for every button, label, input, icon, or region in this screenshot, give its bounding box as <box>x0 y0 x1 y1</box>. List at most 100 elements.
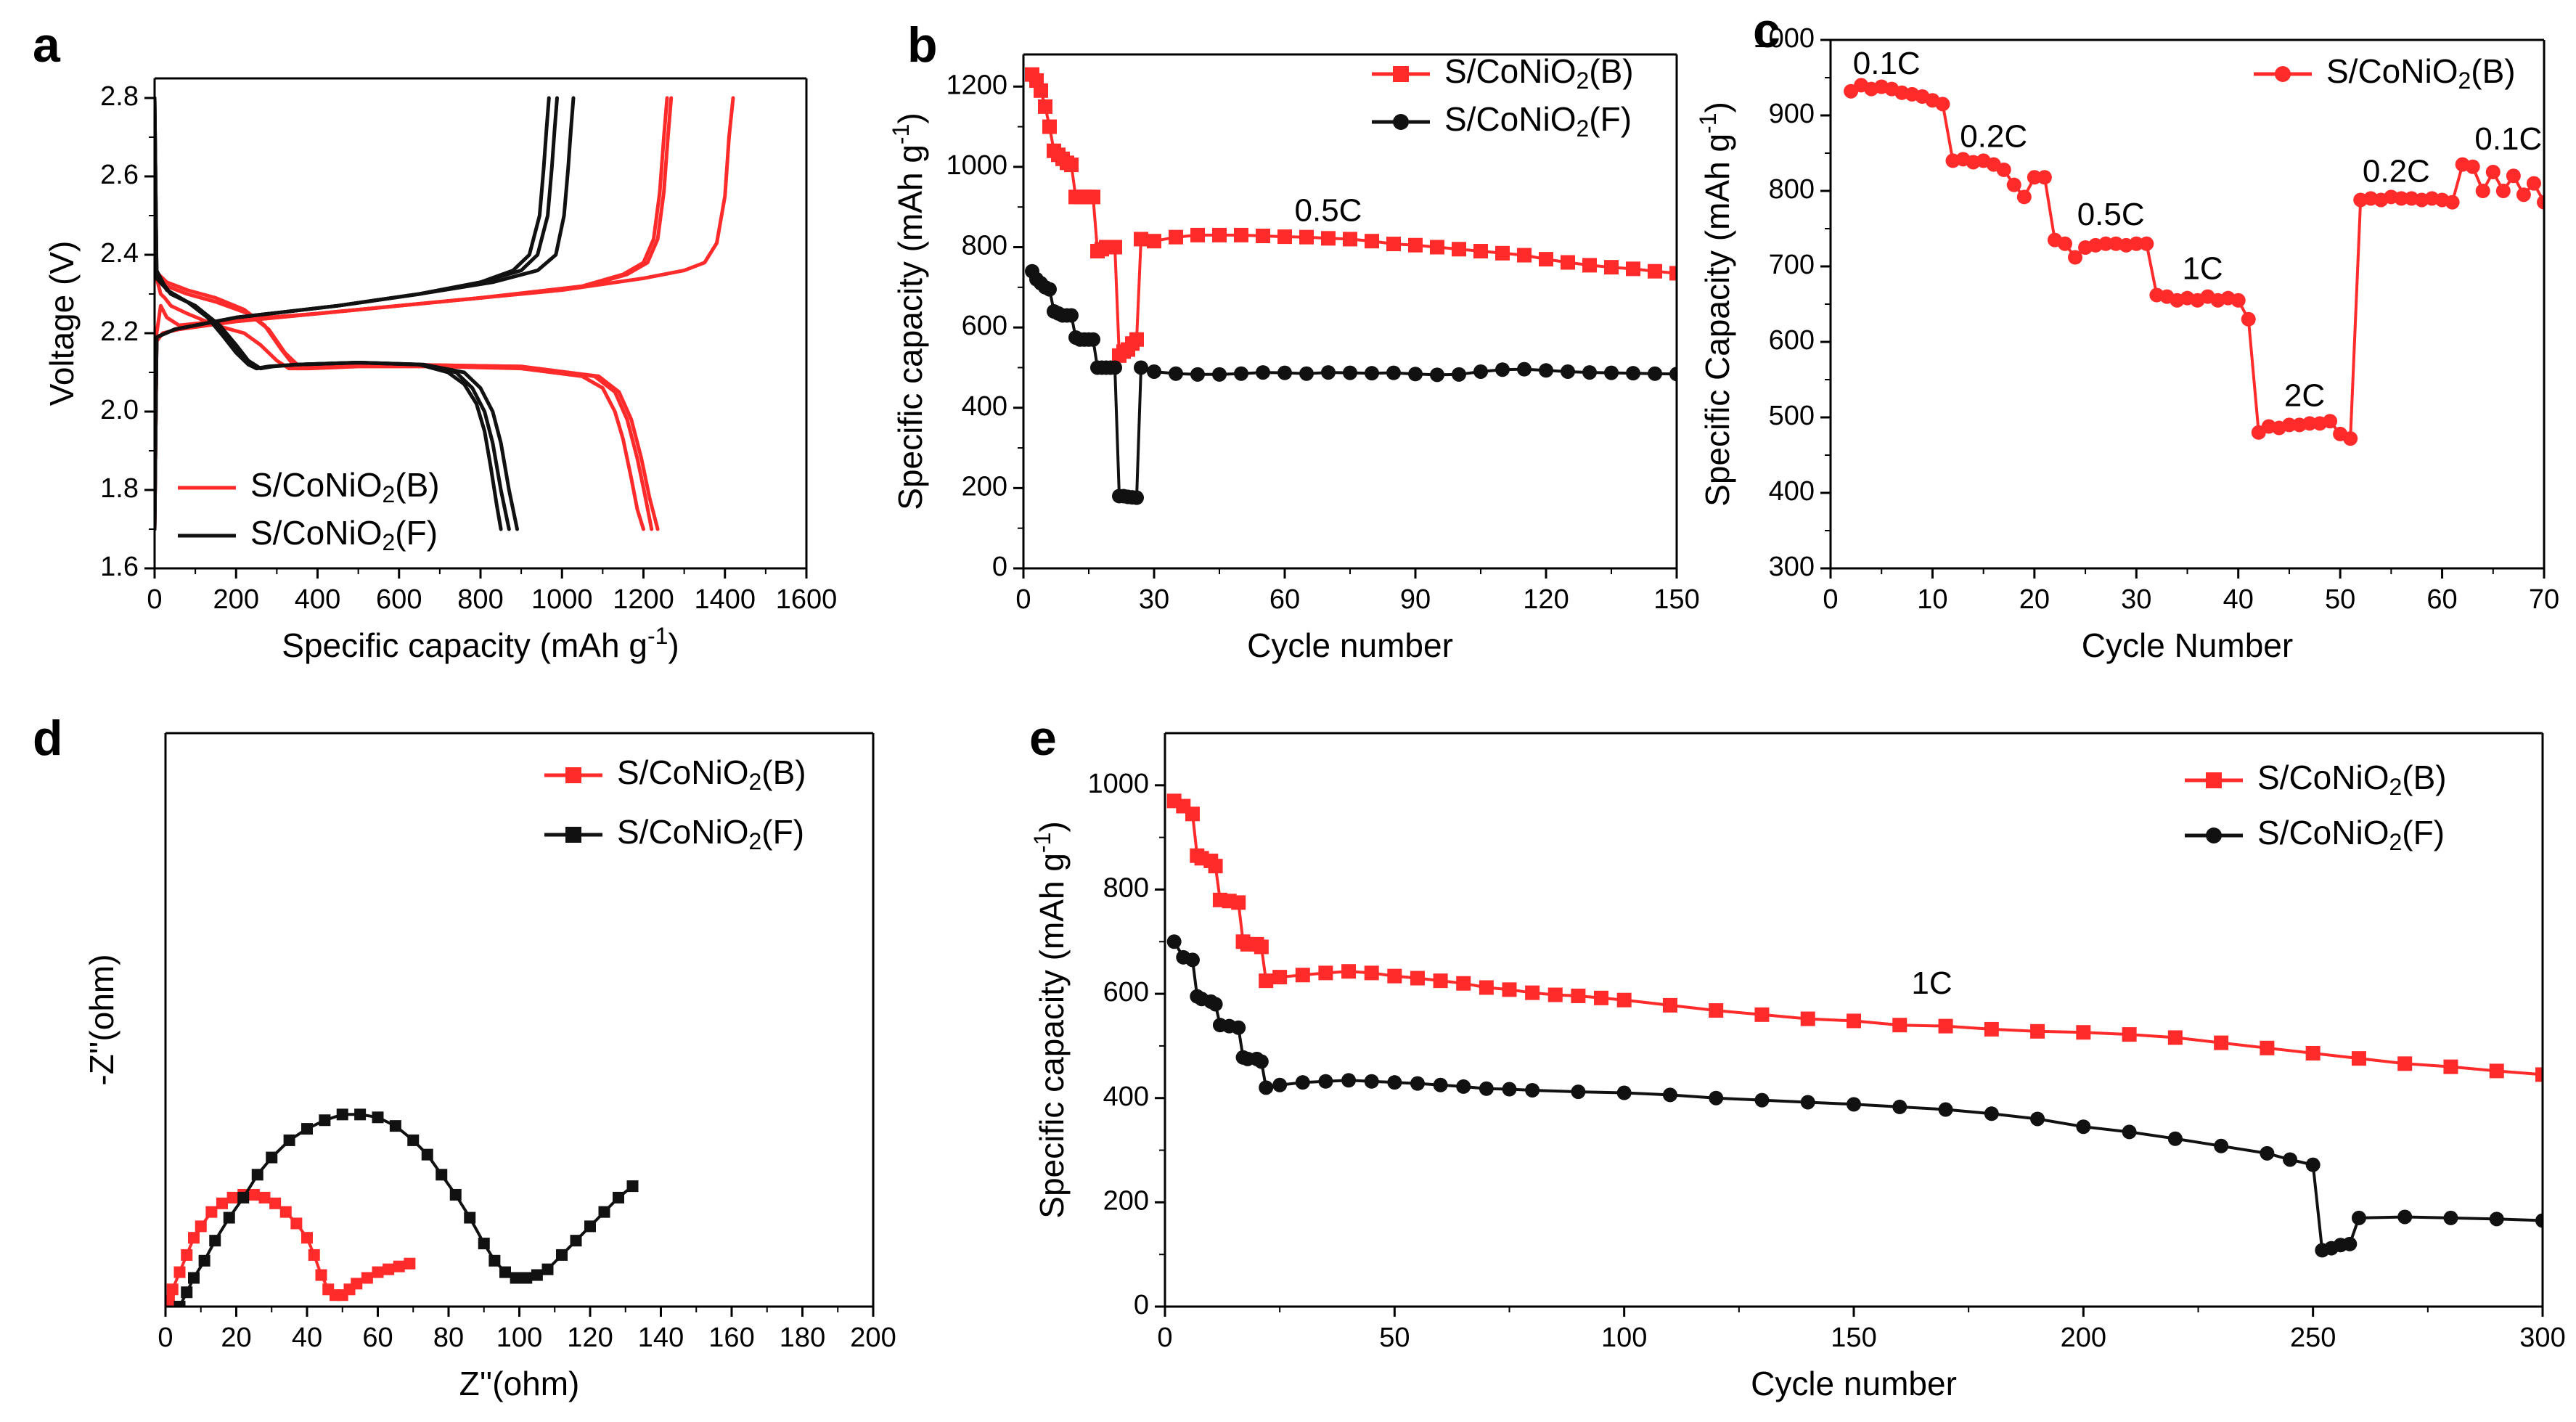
annotation-c-6: 0.1C <box>2474 121 2542 157</box>
data-point-c-0-22 <box>2068 250 2083 265</box>
data-point-e-0-43 <box>2214 1035 2229 1050</box>
plot-area-c <box>1844 78 2544 446</box>
data-point-b-1-28 <box>1190 367 1205 382</box>
data-point-c-0-9 <box>1935 97 1950 112</box>
data-point-b-1-34 <box>1321 365 1336 380</box>
y-axis-title-b: Specific capacity (mAh g-1) <box>888 113 929 510</box>
y-tick-label-b-3: 600 <box>962 311 1007 341</box>
data-point-e-0-9 <box>1231 895 1246 910</box>
data-point-b-0-50 <box>1669 266 1677 281</box>
data-point-e-1-35 <box>1938 1102 1953 1117</box>
x-tick-label-c-2: 20 <box>2019 584 2050 615</box>
data-point-d-1-13 <box>354 1108 367 1121</box>
x-tick-label-b-5: 150 <box>1653 584 1699 615</box>
legend-c: S/CoNiO2(B) <box>2254 52 2516 94</box>
plot-area-d <box>165 1108 639 1307</box>
data-point-e-0-40 <box>2076 1025 2091 1040</box>
x-tick-label-e-0: 0 <box>1157 1323 1172 1353</box>
data-point-e-1-13 <box>1254 1054 1269 1069</box>
series-line-a-0 <box>155 245 645 531</box>
data-point-d-0-2 <box>173 1266 186 1278</box>
y-tick-label-e-2: 400 <box>1103 1082 1149 1112</box>
y-tick-label-a-1: 1.8 <box>100 473 139 504</box>
data-point-b-0-34 <box>1321 231 1336 246</box>
data-point-c-0-67 <box>2526 176 2541 191</box>
data-point-d-1-32 <box>613 1191 624 1204</box>
data-point-d-0-13 <box>279 1206 292 1218</box>
x-tick-label-d-3: 60 <box>362 1323 393 1353</box>
data-point-c-0-17 <box>2016 189 2032 205</box>
data-point-e-1-44 <box>2305 1157 2321 1172</box>
data-point-e-1-17 <box>1318 1074 1333 1089</box>
data-point-b-0-25 <box>1134 232 1148 247</box>
x-tick-label-b-1: 30 <box>1139 584 1169 615</box>
data-point-b-1-4 <box>1042 282 1057 297</box>
data-point-b-0-33 <box>1299 229 1314 245</box>
data-point-d-1-14 <box>372 1111 384 1124</box>
data-point-d-1-25 <box>520 1272 533 1284</box>
data-point-d-1-3 <box>198 1254 210 1267</box>
panel-label-b: b <box>907 17 938 73</box>
data-point-c-0-21 <box>2057 236 2072 251</box>
data-point-d-0-4 <box>188 1232 200 1244</box>
data-point-e-1-26 <box>1525 1082 1540 1098</box>
data-point-b-1-32 <box>1277 365 1292 380</box>
data-point-e-0-27 <box>1547 987 1563 1002</box>
data-point-d-1-33 <box>626 1180 639 1193</box>
legend-label-a-1: S/CoNiO2(F) <box>250 514 438 555</box>
data-point-e-0-21 <box>1410 971 1425 986</box>
data-point-b-0-48 <box>1626 261 1640 277</box>
x-axis-title-d: Z''(ohm) <box>459 1365 580 1402</box>
data-point-e-1-20 <box>1387 1075 1402 1090</box>
data-point-b-0-36 <box>1365 234 1379 249</box>
data-point-e-0-47 <box>2397 1056 2413 1071</box>
data-point-e-0-32 <box>1709 1003 1724 1018</box>
data-point-d-1-5 <box>223 1211 235 1224</box>
data-point-b-0-46 <box>1582 258 1597 273</box>
data-point-d-1-23 <box>499 1266 511 1278</box>
y-tick-label-b-2: 400 <box>962 391 1007 422</box>
y-tick-label-a-4: 2.4 <box>100 238 139 269</box>
data-point-d-1-15 <box>389 1120 401 1132</box>
data-point-b-1-35 <box>1343 365 1357 380</box>
data-point-e-0-31 <box>1662 997 1677 1013</box>
x-tick-label-d-2: 40 <box>292 1323 322 1353</box>
legend-marker-e-1 <box>2206 828 2222 843</box>
data-point-d-1-12 <box>336 1108 348 1121</box>
y-tick-label-c-5: 800 <box>1769 174 1815 205</box>
panel-label-e: e <box>1029 711 1057 766</box>
data-point-d-1-24 <box>510 1272 522 1284</box>
data-point-b-0-2 <box>1034 83 1048 98</box>
x-tick-label-e-3: 150 <box>1831 1323 1876 1353</box>
data-point-e-0-22 <box>1433 973 1448 989</box>
plot-area-e <box>1166 793 2543 1258</box>
data-point-e-1-18 <box>1341 1073 1357 1088</box>
data-point-b-0-47 <box>1604 260 1619 275</box>
data-point-d-1-2 <box>188 1272 200 1284</box>
annotation-c-1: 0.2C <box>1960 119 2027 155</box>
series-line-d-1 <box>178 1113 634 1307</box>
data-point-e-0-14 <box>1259 973 1274 989</box>
data-point-b-1-14 <box>1086 332 1100 347</box>
data-point-b-0-39 <box>1430 240 1444 255</box>
data-point-b-0-4 <box>1042 119 1057 134</box>
data-point-d-0-3 <box>181 1249 193 1261</box>
data-point-e-1-38 <box>2076 1119 2091 1135</box>
x-tick-label-a-3: 600 <box>376 584 422 615</box>
data-point-b-0-9 <box>1064 158 1079 173</box>
x-tick-label-d-7: 140 <box>638 1323 684 1353</box>
data-point-c-0-49 <box>2343 431 2358 446</box>
data-point-e-1-28 <box>1616 1085 1632 1100</box>
y-tick-label-e-1: 200 <box>1103 1185 1149 1216</box>
data-point-d-1-29 <box>570 1235 582 1247</box>
data-point-e-0-15 <box>1272 970 1288 985</box>
data-point-b-1-25 <box>1134 360 1148 375</box>
data-point-d-1-22 <box>488 1254 501 1267</box>
data-point-b-1-30 <box>1234 366 1248 381</box>
x-tick-label-d-4: 80 <box>433 1323 464 1353</box>
data-point-e-0-16 <box>1295 968 1310 983</box>
data-point-e-1-6 <box>1208 997 1223 1012</box>
data-point-e-0-50 <box>2535 1067 2543 1082</box>
annotation-e-0: 1C <box>1911 965 1952 1001</box>
data-point-c-0-18 <box>2027 170 2042 185</box>
